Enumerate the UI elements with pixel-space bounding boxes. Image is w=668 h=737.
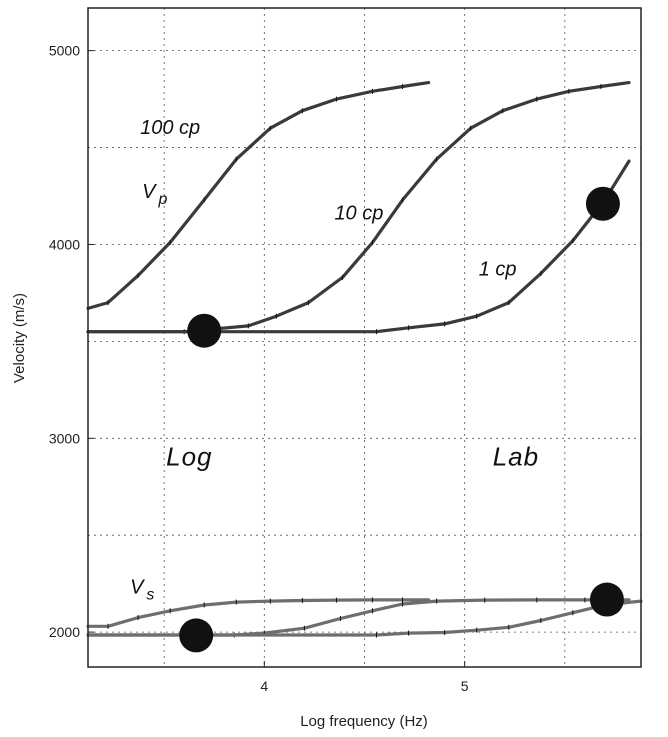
data-marker-1 bbox=[585, 186, 620, 221]
y-tick-label-2: 4000 bbox=[49, 236, 80, 252]
annotation-label-100cp: 100 cp bbox=[140, 117, 200, 139]
annotation-label-1cp: 1 cp bbox=[479, 258, 517, 280]
y-axis-title: Velocity (m/s) bbox=[11, 293, 28, 383]
annotation-log: Log bbox=[166, 441, 212, 471]
series-layer bbox=[86, 80, 643, 638]
data-marker-2 bbox=[179, 618, 214, 653]
x-tick-label-0: 4 bbox=[260, 678, 268, 694]
y-tick-label-3: 5000 bbox=[49, 43, 80, 59]
y-tick-label-1: 3000 bbox=[49, 430, 80, 446]
annotation-lab: Lab bbox=[493, 441, 539, 471]
series-vs-1cp bbox=[86, 599, 643, 637]
annotation-label-10cp: 10 cp bbox=[334, 202, 383, 224]
annotation-vs-subscript: s bbox=[146, 586, 154, 603]
x-axis-title: Log frequency (Hz) bbox=[300, 713, 428, 730]
series-vs-100cp bbox=[86, 598, 431, 628]
series-vp-1cp bbox=[86, 159, 631, 334]
annotation-vp-subscript: p bbox=[157, 191, 167, 208]
series-vp-100cp bbox=[86, 80, 431, 310]
data-marker-3 bbox=[589, 582, 624, 617]
data-marker-0 bbox=[187, 313, 222, 348]
grid bbox=[88, 8, 641, 667]
x-tick-label-1: 5 bbox=[461, 678, 469, 694]
marker-layer bbox=[179, 186, 624, 653]
plot-background bbox=[88, 8, 641, 667]
plot-frame bbox=[87, 7, 642, 668]
axis-ticks: 4 5 2000 3000 4000 5000 bbox=[49, 43, 469, 694]
y-tick-label-0: 2000 bbox=[49, 624, 80, 640]
